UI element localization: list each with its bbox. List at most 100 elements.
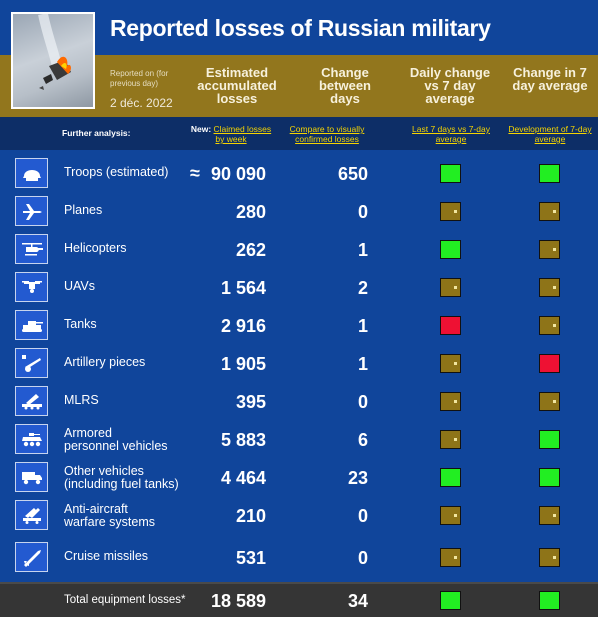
analysis-bar (0, 117, 598, 150)
table-row: UAVs 1 564 2 (0, 271, 598, 309)
category-label: UAVs (64, 279, 96, 293)
header-band (0, 55, 598, 117)
total-label: Total equipment losses* (64, 594, 186, 606)
last7-link[interactable]: Last 7 days vs 7-day average (412, 124, 490, 144)
estimated-value: 280 (235, 202, 266, 222)
daily-change-indicator (440, 202, 461, 221)
change-value: 650 (337, 164, 368, 184)
table-row: Helicopters 262 1 (0, 233, 598, 271)
header-photo (11, 12, 95, 109)
total-row (0, 582, 598, 617)
change-value: 23 (347, 468, 368, 488)
claimed-losses-link-text[interactable]: Claimed losses by week (213, 124, 272, 144)
category-line-2: (including fuel tanks) (64, 477, 179, 491)
daily-change-indicator (440, 316, 461, 335)
estimated-value: 90 090 (210, 164, 266, 184)
table-row: Artillery pieces 1 905 1 (0, 347, 598, 385)
daily-change-indicator (440, 392, 461, 411)
category-line-2: personnel vehicles (64, 439, 168, 453)
table-row: Tanks 2 916 1 (0, 309, 598, 347)
week-change-indicator (539, 468, 560, 487)
week-change-indicator (539, 354, 560, 373)
week-change-indicator (539, 392, 560, 411)
change-value: 1 (357, 354, 368, 374)
report-date: 2 déc. 2022 (110, 96, 173, 110)
claimed-losses-link[interactable]: New: Claimed losses by week (190, 124, 272, 144)
category-label: Helicopters (64, 241, 127, 255)
total-week-indicator (539, 591, 560, 610)
estimated-value: 5 883 (220, 430, 266, 450)
total-change: 34 (347, 591, 368, 611)
dev-average-link[interactable]: Development of 7-day average (508, 124, 592, 144)
week-change-indicator (539, 202, 560, 221)
table-row: Other vehicles (including fuel tanks) 4 46… (0, 461, 598, 499)
truck-icon (15, 462, 48, 492)
missile-icon (15, 542, 48, 572)
anti-aircraft-icon (15, 500, 48, 530)
estimated-value: 1 905 (220, 354, 266, 374)
estimated-value: 395 (235, 392, 266, 412)
category-label: Anti-aircraft warfare systems (64, 503, 155, 529)
dev-average-link-text[interactable]: Development of 7-day average (508, 124, 592, 144)
daily-change-indicator (440, 354, 461, 373)
change-value: 1 (357, 316, 368, 336)
burning-aircraft-icon (38, 14, 71, 90)
category-label: Armored personnel vehicles (64, 427, 168, 453)
category-line-2: warfare systems (64, 515, 155, 529)
daily-change-indicator (440, 164, 461, 183)
artillery-icon (15, 348, 48, 378)
plane-icon (15, 196, 48, 226)
table-row: Cruise missiles 531 0 (0, 541, 598, 579)
daily-change-indicator (440, 548, 461, 567)
col-change-header: Change between days (318, 65, 371, 106)
change-value: 0 (357, 202, 368, 222)
category-line-1: Anti-aircraft (64, 502, 128, 516)
daily-change-indicator (440, 506, 461, 525)
total-daily-indicator (440, 591, 461, 610)
apc-icon (15, 424, 48, 454)
col-estimated-header: Estimated accumulated losses (197, 65, 277, 106)
change-value: 0 (357, 392, 368, 412)
header (0, 0, 598, 55)
week-change-indicator (539, 548, 560, 567)
daily-change-indicator (440, 278, 461, 297)
col-week-header: Change in 7 day average (512, 65, 588, 93)
table-row: Anti-aircraft warfare systems 210 0 (0, 499, 598, 537)
week-change-indicator (539, 430, 560, 449)
week-change-indicator (539, 240, 560, 259)
tank-icon (15, 310, 48, 340)
category-label: MLRS (64, 393, 99, 407)
change-value: 2 (357, 278, 368, 298)
category-label: Tanks (64, 317, 97, 331)
change-value: 1 (357, 240, 368, 260)
mlrs-icon (15, 386, 48, 416)
helicopter-icon (15, 234, 48, 264)
change-value: 0 (357, 506, 368, 526)
estimated-value: 262 (235, 240, 266, 260)
category-label: Artillery pieces (64, 355, 146, 369)
category-line-1: Armored (64, 426, 112, 440)
category-label: Other vehicles (including fuel tanks) (64, 465, 179, 491)
category-label: Troops (estimated) (64, 165, 169, 179)
estimated-value: 210 (235, 506, 266, 526)
estimated-value: 1 564 (220, 278, 266, 298)
table-row: Planes 280 0 (0, 195, 598, 233)
compare-confirmed-link-text[interactable]: Compare to visually confirmed losses (289, 124, 365, 144)
table-row: MLRS 395 0 (0, 385, 598, 423)
last7-link-text[interactable]: Last 7 days vs 7-day average (412, 124, 490, 144)
compare-confirmed-link[interactable]: Compare to visually confirmed losses (281, 124, 373, 144)
week-change-indicator (539, 278, 560, 297)
category-label: Planes (64, 203, 103, 217)
reported-on-label: Reported on (for previous day) (110, 69, 169, 88)
estimated-value: 4 464 (220, 468, 266, 488)
daily-change-indicator (440, 240, 461, 259)
change-value: 6 (357, 430, 368, 450)
daily-change-indicator (440, 430, 461, 449)
approx-sign: ≈ (190, 163, 200, 183)
estimated-value: 2 916 (220, 316, 266, 336)
analysis-label: Further analysis: (62, 128, 131, 138)
col-daily-header: Daily change vs 7 day average (409, 65, 491, 106)
category-label: Cruise missiles (64, 549, 149, 563)
category-line-1: Other vehicles (64, 464, 144, 478)
total-value: 18 589 (210, 591, 266, 611)
